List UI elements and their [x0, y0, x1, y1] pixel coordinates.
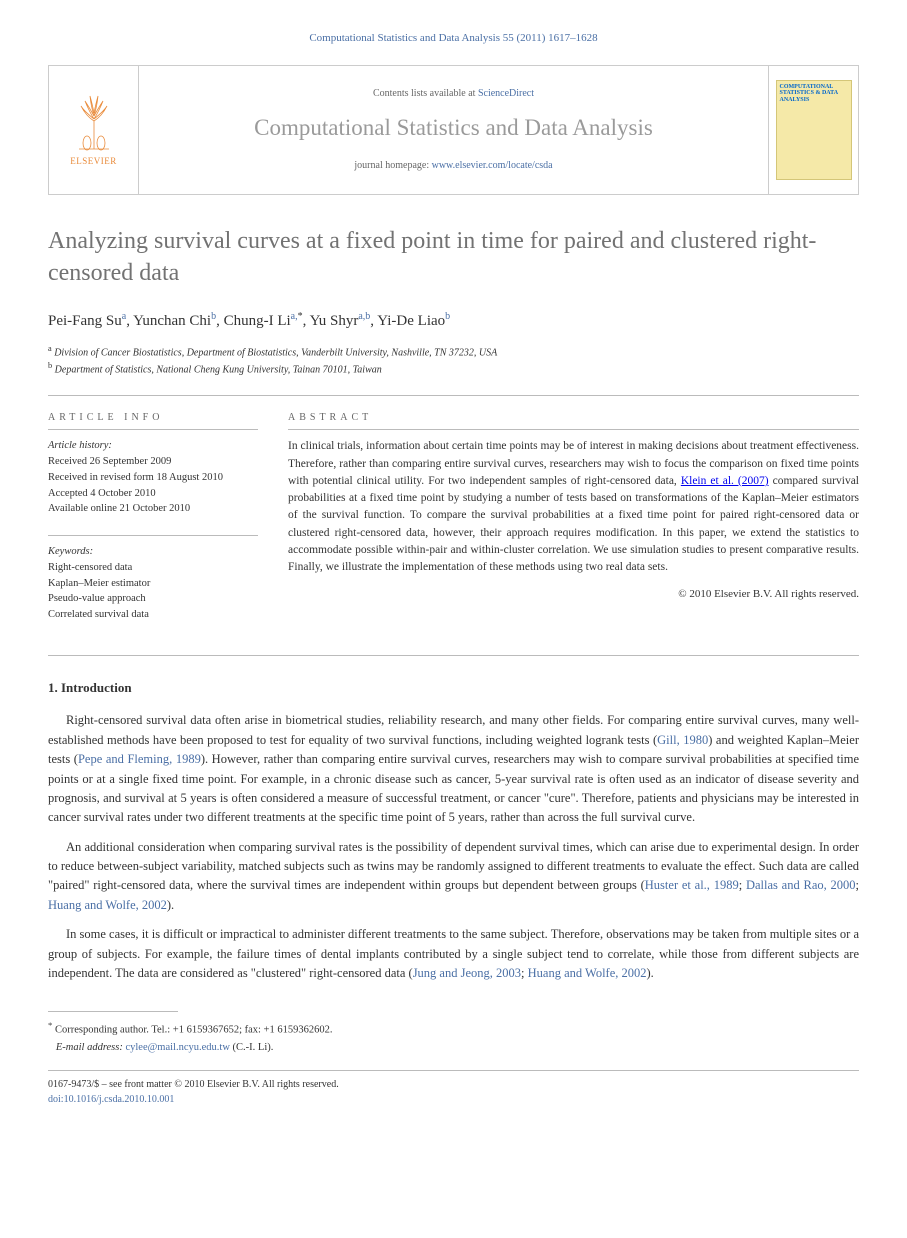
divider — [288, 429, 859, 430]
keywords-label: Keywords: — [48, 544, 258, 560]
corresponding-email-link[interactable]: cylee@mail.ncyu.edu.tw — [125, 1042, 229, 1053]
intro-para-2: An additional consideration when compari… — [48, 838, 859, 916]
keyword-2: Kaplan–Meier estimator — [48, 576, 258, 592]
journal-reference: Computational Statistics and Data Analys… — [48, 30, 859, 47]
doi-line: doi:10.1016/j.csda.2010.10.001 — [48, 1092, 859, 1107]
citation-pepe-1989[interactable]: Pepe and Fleming, 1989 — [78, 752, 201, 766]
article-info-heading: ARTICLE INFO — [48, 410, 258, 425]
footer-separator — [48, 1070, 859, 1071]
journal-title: Computational Statistics and Data Analys… — [254, 111, 653, 146]
corresponding-footnote: * Corresponding author. Tel.: +1 6159367… — [48, 1018, 859, 1039]
publisher-logo-cell: ELSEVIER — [49, 66, 139, 194]
journal-header-box: ELSEVIER Contents lists available at Sci… — [48, 65, 859, 195]
article-history-block: Article history: Received 26 September 2… — [48, 438, 258, 517]
keyword-1: Right-censored data — [48, 560, 258, 576]
intro-para-3: In some cases, it is difficult or imprac… — [48, 925, 859, 983]
journal-title-cell: Contents lists available at ScienceDirec… — [139, 66, 768, 194]
email-footnote: E-mail address: cylee@mail.ncyu.edu.tw (… — [48, 1040, 859, 1057]
homepage-prefix: journal homepage: — [354, 160, 431, 171]
sciencedirect-link[interactable]: ScienceDirect — [478, 88, 534, 99]
contents-prefix: Contents lists available at — [373, 88, 478, 99]
citation-gill-1980[interactable]: Gill, 1980 — [657, 733, 708, 747]
affiliation-b: b Department of Statistics, National Che… — [48, 360, 859, 377]
history-online: Available online 21 October 2010 — [48, 501, 258, 517]
contents-available-line: Contents lists available at ScienceDirec… — [373, 86, 534, 101]
history-revised: Received in revised form 18 August 2010 — [48, 470, 258, 486]
author-5-affil: b — [445, 311, 450, 322]
info-abstract-row: ARTICLE INFO Article history: Received 2… — [48, 410, 859, 641]
keyword-3: Pseudo-value approach — [48, 591, 258, 607]
author-4-affil: a,b — [358, 311, 370, 322]
abstract-heading: ABSTRACT — [288, 410, 859, 425]
citation-huang-2002-a[interactable]: Huang and Wolfe, 2002 — [48, 898, 167, 912]
article-title: Analyzing survival curves at a fixed poi… — [48, 225, 859, 290]
page-footer: 0167-9473/$ – see front matter © 2010 El… — [48, 1077, 859, 1107]
citation-klein-2007[interactable]: Klein et al. (2007) — [681, 475, 769, 487]
footnotes: * Corresponding author. Tel.: +1 6159367… — [48, 1018, 859, 1056]
issn-copyright-line: 0167-9473/$ – see front matter © 2010 El… — [48, 1077, 859, 1092]
abstract-text: In clinical trials, information about ce… — [288, 438, 859, 576]
keywords-block: Keywords: Right-censored data Kaplan–Mei… — [48, 544, 258, 623]
corresponding-marker: * — [298, 311, 303, 322]
journal-cover-thumbnail: COMPUTATIONAL STATISTICS & DATA ANALYSIS — [776, 80, 852, 180]
homepage-line: journal homepage: www.elsevier.com/locat… — [354, 158, 552, 173]
affiliations: a Division of Cancer Biostatistics, Depa… — [48, 343, 859, 378]
journal-cover-cell: COMPUTATIONAL STATISTICS & DATA ANALYSIS — [768, 66, 858, 194]
author-3-affil: a, — [291, 311, 298, 322]
citation-huster-1989[interactable]: Huster et al., 1989 — [645, 878, 739, 892]
history-received: Received 26 September 2009 — [48, 454, 258, 470]
divider — [48, 655, 859, 656]
section-1-heading: 1. Introduction — [48, 678, 859, 698]
abstract-copyright: © 2010 Elsevier B.V. All rights reserved… — [288, 586, 859, 603]
divider — [48, 395, 859, 396]
intro-para-1: Right-censored survival data often arise… — [48, 711, 859, 827]
doi-link[interactable]: doi:10.1016/j.csda.2010.10.001 — [48, 1094, 174, 1105]
author-1: Pei-Fang Su — [48, 313, 122, 329]
footnote-separator — [48, 1011, 178, 1012]
divider — [48, 535, 258, 536]
homepage-link[interactable]: www.elsevier.com/locate/csda — [432, 160, 553, 171]
elsevier-tree-icon — [71, 91, 117, 151]
citation-dallas-2000[interactable]: Dallas and Rao, 2000 — [746, 878, 856, 892]
author-1-affil: a — [122, 311, 126, 322]
author-2-affil: b — [211, 311, 216, 322]
abstract-column: ABSTRACT In clinical trials, information… — [288, 410, 859, 641]
author-5: Yi-De Liao — [377, 313, 445, 329]
history-label: Article history: — [48, 438, 258, 454]
author-3: Chung-I Li — [224, 313, 291, 329]
divider — [48, 429, 258, 430]
cover-thumb-title: COMPUTATIONAL STATISTICS & DATA ANALYSIS — [780, 84, 848, 104]
article-info-column: ARTICLE INFO Article history: Received 2… — [48, 410, 258, 641]
citation-huang-2002-b[interactable]: Huang and Wolfe, 2002 — [528, 966, 647, 980]
author-4: Yu Shyr — [310, 313, 359, 329]
publisher-name: ELSEVIER — [70, 155, 117, 169]
authors-line: Pei-Fang Sua, Yunchan Chib, Chung-I Lia,… — [48, 309, 859, 333]
keyword-4: Correlated survival data — [48, 607, 258, 623]
author-2: Yunchan Chi — [133, 313, 211, 329]
history-accepted: Accepted 4 October 2010 — [48, 486, 258, 502]
citation-jung-2003[interactable]: Jung and Jeong, 2003 — [413, 966, 521, 980]
affiliation-a: a Division of Cancer Biostatistics, Depa… — [48, 343, 859, 360]
